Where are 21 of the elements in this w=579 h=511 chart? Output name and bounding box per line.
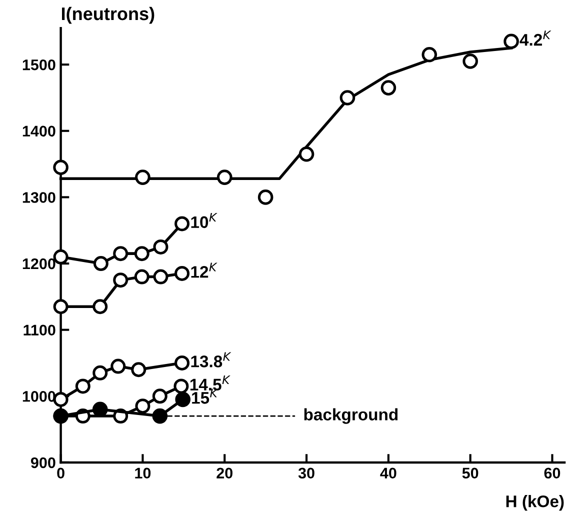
x-tick-label: 50	[462, 468, 478, 479]
x-tick-label: 20	[216, 468, 232, 479]
x-tick-label: 0	[57, 468, 64, 479]
series-label: 12$^{K}$	[191, 262, 218, 278]
y-tick-label: 1100	[24, 324, 56, 336]
y-tick-label: 1300	[22, 192, 56, 203]
series-label: background	[304, 408, 398, 424]
y-tick-label: 1500	[22, 59, 56, 70]
y-tick-label: 900	[30, 457, 56, 468]
y-tick-label: 1400	[22, 126, 56, 137]
x-tick-label: 60	[544, 468, 560, 479]
series-label: 10$^{K}$	[191, 213, 218, 228]
series-label: 14.5$^{K}$	[190, 376, 230, 391]
x-tick-label: 10	[135, 468, 151, 479]
series-label: 13.8$^{K}$	[191, 352, 232, 368]
x-axis-title: H (kOe)	[506, 495, 564, 511]
series-label: 4.2$^{K}$	[520, 30, 552, 46]
y-axis-title: I(neutrons)	[62, 6, 154, 24]
y-tick-label: 1200	[22, 258, 56, 270]
x-tick-label: 40	[380, 468, 396, 479]
x-tick-label: 30	[298, 468, 314, 479]
